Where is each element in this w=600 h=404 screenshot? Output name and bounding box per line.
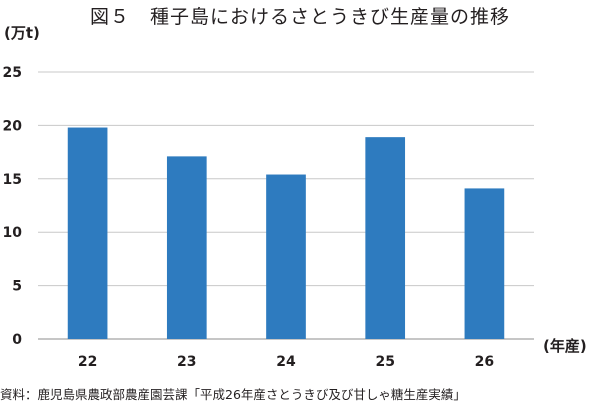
- y-tick-label: 5: [12, 279, 22, 295]
- chart-title: 図５ 種子島におけるさとうきび生産量の推移: [89, 6, 510, 28]
- y-tick-label: 25: [3, 65, 22, 81]
- bar: [266, 174, 306, 339]
- bar: [464, 188, 505, 339]
- bar: [67, 127, 108, 339]
- y-tick-label: 20: [3, 118, 23, 134]
- y-tick-label: 15: [3, 172, 22, 188]
- x-tick-label: 25: [375, 354, 394, 370]
- x-tick-label: 23: [177, 354, 196, 370]
- y-axis-label: (万t): [4, 24, 40, 42]
- y-tick-label: 0: [12, 332, 22, 348]
- x-tick-label: 22: [78, 354, 97, 370]
- x-tick-label: 26: [475, 354, 494, 370]
- source-note: 資料：鹿児島県農政部農産園芸課「平成26年産さとうきび及び甘しゃ糖生産実績」: [0, 387, 466, 402]
- x-tick-label: 24: [276, 354, 296, 370]
- y-tick-label: 10: [3, 225, 23, 241]
- bar: [166, 156, 207, 339]
- x-axis-label: (年産): [543, 337, 587, 355]
- bar: [365, 137, 406, 339]
